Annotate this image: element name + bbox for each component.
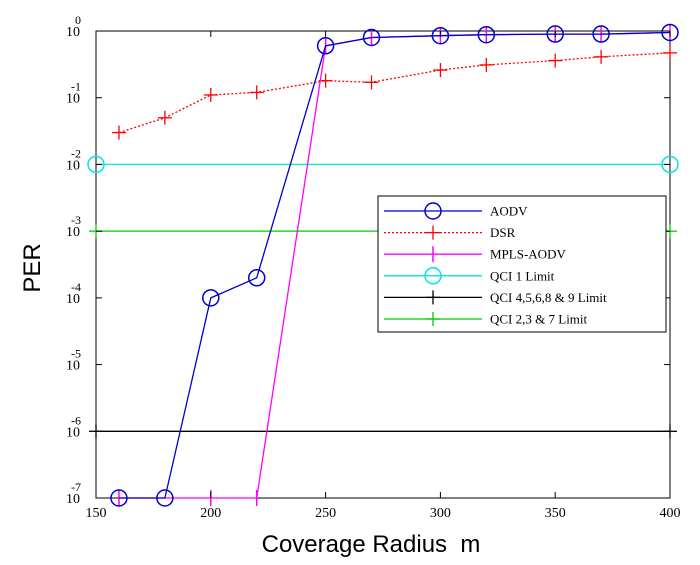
legend-marker	[424, 202, 442, 220]
aodv-point	[202, 289, 220, 307]
legend-label: AODV	[490, 204, 528, 219]
legend-item-qci-2-3-7-limit: QCI 2,3 & 7 Limit	[384, 312, 588, 327]
legend-item-mpls-aodv: MPLS-AODV	[384, 246, 566, 263]
legend-label: MPLS-AODV	[490, 247, 566, 262]
aodv-point	[431, 26, 450, 45]
x-tick-label: 400	[660, 506, 681, 521]
dsr-point	[433, 63, 448, 78]
dsr-point	[594, 49, 609, 64]
y-tick-label-exponent: -5	[71, 347, 81, 361]
aodv-point	[316, 37, 335, 55]
aodv-point	[546, 25, 564, 43]
y-tick-label-base: 10	[66, 25, 80, 40]
legend-item-aodv: AODV	[384, 202, 528, 220]
y-tick-label-exponent: -4	[71, 280, 81, 294]
dsr-line	[118, 52, 671, 134]
y-axis-label: PER	[19, 243, 46, 292]
aodv-point	[156, 489, 174, 507]
qci-1-limit-point	[87, 155, 105, 174]
y-tick-label-base: 10	[66, 425, 80, 440]
x-tick-label: 300	[430, 506, 451, 521]
tick-layer: 150 200 250 300 350 40010010-110-210-310-410-…	[66, 13, 681, 521]
legend: AODV DSR MPLS-AODV QCI 1 Limit QCI 4,5,6,8 &…	[377, 195, 667, 333]
plot-frame	[95, 30, 671, 499]
aodv-point	[661, 23, 679, 42]
qci-1-limit-point	[661, 155, 679, 174]
legend-item-qci-4-5-6-8-9-limit: QCI 4,5,6,8 & 9 Limit	[384, 290, 607, 305]
y-tick-label-exponent: -3	[71, 213, 81, 227]
dsr-point	[249, 85, 264, 100]
dsr-point	[364, 75, 379, 90]
x-tick-label: 200	[200, 506, 221, 521]
legend-marker	[426, 290, 440, 305]
aodv-line	[119, 31, 671, 499]
dsr-point	[479, 57, 494, 72]
y-tick-label-exponent: -2	[71, 146, 81, 160]
dsr-point	[111, 125, 126, 140]
y-tick-label-base: 10	[66, 158, 80, 173]
y-tick-label-exponent: -7	[71, 480, 81, 494]
y-tick-label-base: 10	[66, 492, 80, 507]
legend-marker	[424, 267, 442, 285]
dsr-point	[157, 110, 172, 125]
series-qci-1-limit	[87, 155, 679, 174]
aodv-point	[247, 269, 266, 287]
x-axis-label: Coverage Radius m	[262, 531, 481, 558]
legend-marker	[426, 225, 440, 240]
y-tick-label-base: 10	[66, 359, 80, 374]
dsr-point	[663, 45, 677, 60]
aodv-point	[477, 25, 496, 44]
legend-label: DSR	[490, 225, 516, 240]
series-dsr	[111, 45, 677, 140]
legend-box	[377, 195, 667, 333]
aodv-point	[362, 28, 381, 47]
legend-marker	[426, 312, 440, 326]
dsr-point	[548, 53, 563, 68]
y-tick-label-base: 10	[66, 92, 80, 107]
dsr-point	[203, 87, 218, 102]
legend-item-qci-1-limit: QCI 1 Limit	[384, 267, 555, 285]
y-tick-label-base: 10	[66, 292, 80, 307]
x-tick-label: 250	[315, 506, 336, 521]
x-tick-label: 150	[86, 506, 107, 521]
aodv-point	[592, 25, 610, 43]
y-tick-label-base: 10	[66, 225, 80, 240]
legend-label: QCI 1 Limit	[490, 268, 555, 283]
y-tick-label-exponent: -1	[71, 80, 81, 94]
series-aodv	[110, 23, 679, 507]
x-tick-label: 350	[545, 506, 566, 521]
legend-label: QCI 2,3 & 7 Limit	[490, 312, 588, 327]
y-tick-label-exponent: 0	[75, 13, 81, 27]
series-qci-4-5-6-8-9-limit	[89, 424, 677, 439]
legend-label: QCI 4,5,6,8 & 9 Limit	[490, 290, 607, 305]
y-tick-label-exponent: -6	[71, 413, 81, 427]
legend-item-dsr: DSR	[384, 225, 516, 240]
aodv-point	[110, 489, 128, 507]
